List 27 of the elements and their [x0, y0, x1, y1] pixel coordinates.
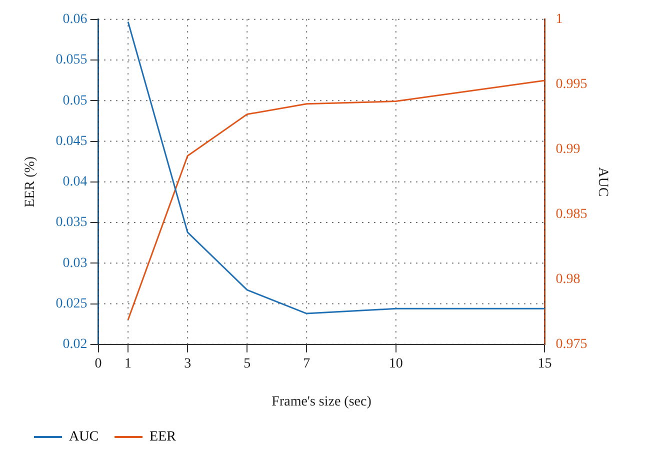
legend-label: EER	[150, 430, 177, 445]
y-axis-title: EER (%)	[23, 156, 38, 208]
y-tick-label: 0.04	[62, 174, 88, 190]
x-tick-label: 7	[303, 356, 310, 372]
legend-label: AUC	[69, 430, 99, 445]
x-tick-label: 3	[184, 356, 192, 372]
y-tick-label: 0.05	[62, 93, 88, 108]
y2-axis-title: AUC	[594, 167, 610, 197]
y-tick-label: 0.055	[56, 52, 88, 68]
x-tick-label: 10	[388, 356, 403, 372]
x-tick-label: 15	[538, 356, 552, 372]
x-tick-label: 0	[94, 356, 102, 372]
x-tick-label: 5	[244, 356, 251, 372]
y2-tick-label: 0.995	[556, 77, 588, 92]
y-tick-label: 0.045	[56, 134, 88, 149]
y-tick-label: 0.025	[56, 296, 88, 312]
x-axis-title: Frame's size (sec)	[272, 394, 372, 410]
y2-tick-label: 0.99	[556, 142, 580, 158]
y-tick-label: 0.03	[62, 256, 88, 271]
y-tick-label: 0.06	[62, 12, 88, 28]
y-tick-label: 0.035	[56, 215, 88, 230]
y2-tick-label: 0.985	[556, 207, 588, 222]
x-tick-label: 1	[124, 356, 132, 372]
y2-tick-label: 0.98	[556, 272, 580, 288]
y2-tick-label: 0.975	[556, 337, 588, 352]
y2-tick-label: 1	[556, 12, 563, 28]
y-tick-label: 0.02	[62, 337, 88, 352]
